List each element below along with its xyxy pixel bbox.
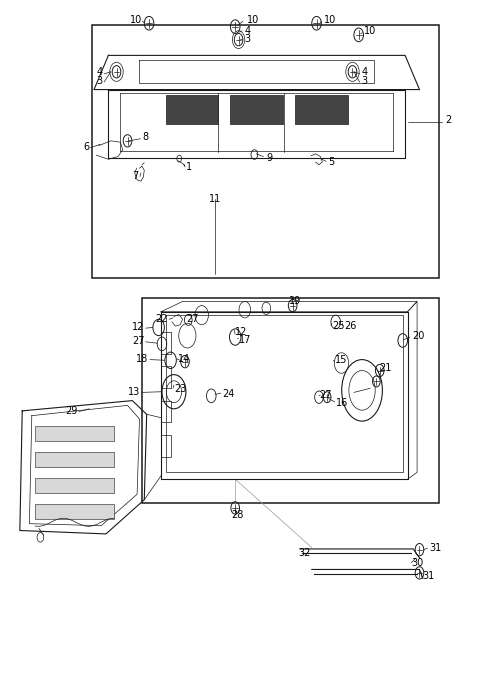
Text: 12: 12: [235, 327, 248, 336]
Text: 9: 9: [266, 153, 273, 163]
Text: 10: 10: [130, 15, 142, 25]
Text: 17: 17: [239, 335, 252, 345]
Text: 23: 23: [174, 384, 187, 394]
Text: 10: 10: [324, 15, 336, 25]
Text: 12: 12: [132, 323, 144, 332]
Text: 27: 27: [132, 336, 144, 346]
Bar: [35, 426, 114, 441]
Text: 27: 27: [186, 314, 199, 324]
Bar: [92, 25, 439, 277]
Text: 4: 4: [245, 26, 251, 36]
Bar: [230, 95, 283, 124]
Text: 31: 31: [422, 571, 434, 582]
Text: 14: 14: [178, 354, 190, 364]
Text: 10: 10: [247, 15, 259, 25]
Bar: [35, 478, 114, 493]
Text: 8: 8: [142, 132, 148, 142]
Text: 2: 2: [445, 115, 451, 125]
Text: 32: 32: [299, 548, 311, 558]
Text: 31: 31: [429, 543, 441, 553]
Text: 19: 19: [289, 297, 301, 306]
Text: 16: 16: [336, 398, 348, 408]
Text: 10: 10: [364, 27, 377, 36]
Text: 25: 25: [332, 321, 344, 331]
Text: 3: 3: [96, 75, 103, 86]
Text: 21: 21: [379, 364, 391, 373]
Bar: [295, 95, 348, 124]
Text: 24: 24: [222, 389, 234, 399]
Text: 7: 7: [132, 171, 139, 182]
Text: 20: 20: [412, 331, 425, 340]
Text: 11: 11: [209, 194, 221, 204]
Bar: [166, 95, 218, 124]
Bar: [35, 504, 114, 519]
Text: 15: 15: [335, 356, 347, 365]
Text: 26: 26: [344, 321, 356, 331]
Text: 1: 1: [186, 162, 192, 172]
Text: 30: 30: [411, 558, 423, 568]
Text: 13: 13: [128, 387, 141, 397]
Text: 5: 5: [328, 157, 335, 167]
Text: 29: 29: [65, 406, 77, 416]
Text: 3: 3: [361, 75, 367, 86]
Text: 4: 4: [96, 68, 103, 77]
Text: 27: 27: [319, 390, 332, 400]
Text: 18: 18: [136, 354, 148, 364]
Text: 4: 4: [361, 68, 367, 77]
Text: 3: 3: [245, 34, 251, 44]
Bar: [35, 452, 114, 467]
Text: 28: 28: [231, 510, 244, 521]
Text: 6: 6: [83, 142, 89, 152]
Text: 22: 22: [155, 314, 167, 324]
Bar: [142, 298, 439, 503]
